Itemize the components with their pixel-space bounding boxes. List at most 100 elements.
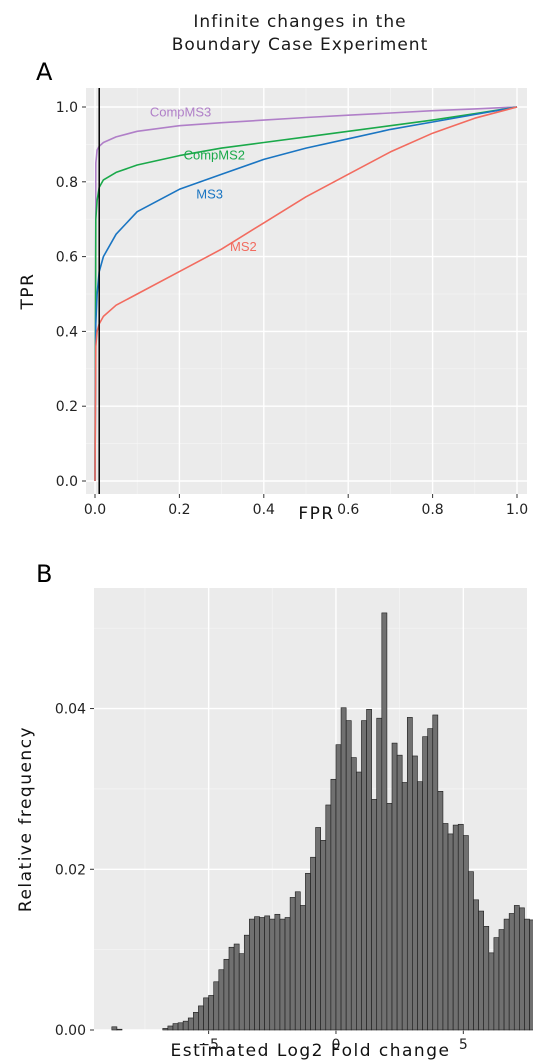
histogram-bar xyxy=(417,781,423,1031)
histogram-bar xyxy=(406,717,413,1031)
x-tick-label: −5 xyxy=(198,1037,219,1053)
x-tick-label: 0.0 xyxy=(84,502,106,518)
histogram-bar xyxy=(503,918,510,1031)
histogram-bar xyxy=(187,1017,194,1031)
histogram-bar xyxy=(412,755,418,1031)
histogram-bar xyxy=(391,742,398,1031)
histogram-bar xyxy=(213,981,220,1031)
histogram-bar xyxy=(208,995,215,1031)
panel-a-letter: A xyxy=(36,58,53,86)
histogram-bar xyxy=(437,791,444,1031)
histogram-bar xyxy=(376,717,383,1031)
histogram-bar xyxy=(335,744,342,1031)
histogram-bar xyxy=(203,997,209,1031)
series-label-compms2: CompMS2 xyxy=(184,147,245,162)
series-line-compms2 xyxy=(94,106,518,482)
histogram-bar xyxy=(345,720,352,1031)
series-label-compms3: CompMS3 xyxy=(150,104,211,119)
histogram-bar xyxy=(218,969,225,1031)
histogram-bar xyxy=(386,803,393,1031)
series-line-compms3 xyxy=(94,106,518,482)
chart-title-line-2: Boundary Case Experiment xyxy=(172,35,429,55)
y-tick-label: 0.00 xyxy=(55,1023,86,1039)
histogram-bar xyxy=(243,934,250,1031)
histogram-bar xyxy=(320,840,327,1031)
histogram-bar xyxy=(269,918,276,1031)
histogram-bar xyxy=(238,953,245,1031)
y-tick-label: 1.0 xyxy=(56,100,78,116)
histogram-bar xyxy=(371,799,378,1031)
histogram-bar xyxy=(457,823,464,1031)
histogram-bar xyxy=(315,827,321,1031)
y-axis-label: TPR xyxy=(18,273,38,311)
histogram-bar xyxy=(473,899,479,1031)
y-tick-label: 0.2 xyxy=(56,399,78,415)
histogram-bar xyxy=(468,871,474,1031)
x-tick-label: 0.4 xyxy=(253,502,275,518)
histogram-bar xyxy=(223,958,230,1031)
y-tick-label: 0.4 xyxy=(56,324,78,340)
histogram-bar xyxy=(498,929,505,1031)
histogram-bar xyxy=(463,835,469,1031)
histogram-bar xyxy=(381,612,388,1031)
panel-b-letter: B xyxy=(36,560,52,588)
plot-background xyxy=(86,88,527,494)
histogram-bar xyxy=(330,778,337,1031)
histogram-bar xyxy=(422,736,428,1031)
histogram-bar xyxy=(350,757,357,1031)
y-tick-label: 0.8 xyxy=(56,175,78,191)
histogram-bar xyxy=(228,946,235,1031)
x-axis-label: FPR xyxy=(298,504,334,524)
histogram-bar xyxy=(233,943,240,1031)
roc-panel: 0.0 0.2 0.4 0.6 0.8 1.0 0.0 0.2 0.4 0.6 0.8 1.0 Comp… xyxy=(18,88,528,524)
histogram-bar xyxy=(289,897,296,1031)
histogram-bar xyxy=(274,913,281,1031)
histogram-bar xyxy=(111,1026,118,1031)
histogram-bar xyxy=(356,771,362,1031)
histogram-bar xyxy=(294,891,301,1031)
histogram-bar xyxy=(493,937,500,1031)
y-axis-label: Relative frequency xyxy=(16,726,36,912)
histogram-bar xyxy=(198,1005,204,1031)
series-label-ms3: MS3 xyxy=(196,187,223,202)
histogram-bar xyxy=(432,714,439,1031)
histogram-bar xyxy=(325,804,332,1031)
histogram-bar xyxy=(401,782,408,1031)
histogram-bar xyxy=(361,720,367,1031)
histogram-bar xyxy=(366,709,372,1031)
series-line-ms2 xyxy=(94,106,518,482)
histogram-bar xyxy=(513,905,520,1031)
histogram-bar xyxy=(279,918,286,1031)
series-label-ms2: MS2 xyxy=(230,239,257,254)
x-tick-label: 0.6 xyxy=(337,502,359,518)
histogram-bar xyxy=(177,1022,184,1031)
x-axis-label: Estimated Log2 Fold change xyxy=(171,1041,451,1060)
histogram-bar xyxy=(488,952,495,1031)
histogram-bar xyxy=(442,823,449,1031)
histogram-bar xyxy=(529,919,533,1031)
histogram-bar xyxy=(162,1028,169,1031)
histogram-bar xyxy=(284,917,291,1031)
histogram-bar xyxy=(483,926,490,1031)
histogram-bar xyxy=(519,907,525,1031)
histogram-bar xyxy=(259,917,265,1031)
histogram-bar xyxy=(340,707,347,1031)
y-tick-label: 0.04 xyxy=(55,702,86,718)
histogram-bar xyxy=(447,833,454,1031)
chart-title-line-1: Infinite changes in the xyxy=(193,12,406,32)
x-tick-label: 5 xyxy=(459,1037,468,1053)
histogram-bar xyxy=(182,1020,189,1031)
histogram-bar xyxy=(508,913,515,1031)
histogram-bar xyxy=(310,856,316,1031)
histogram-bar xyxy=(254,916,260,1031)
y-tick-label: 0.6 xyxy=(56,250,78,266)
histogram-bar xyxy=(478,910,484,1031)
histogram-bar xyxy=(167,1025,174,1031)
x-tick-label: 0.2 xyxy=(168,502,190,518)
y-tick-label: 0.02 xyxy=(55,862,86,878)
series-line-ms3 xyxy=(94,106,518,482)
y-tick-label: 0.0 xyxy=(56,474,78,490)
histogram-bar xyxy=(396,754,403,1031)
x-tick-label: 0 xyxy=(332,1037,341,1053)
